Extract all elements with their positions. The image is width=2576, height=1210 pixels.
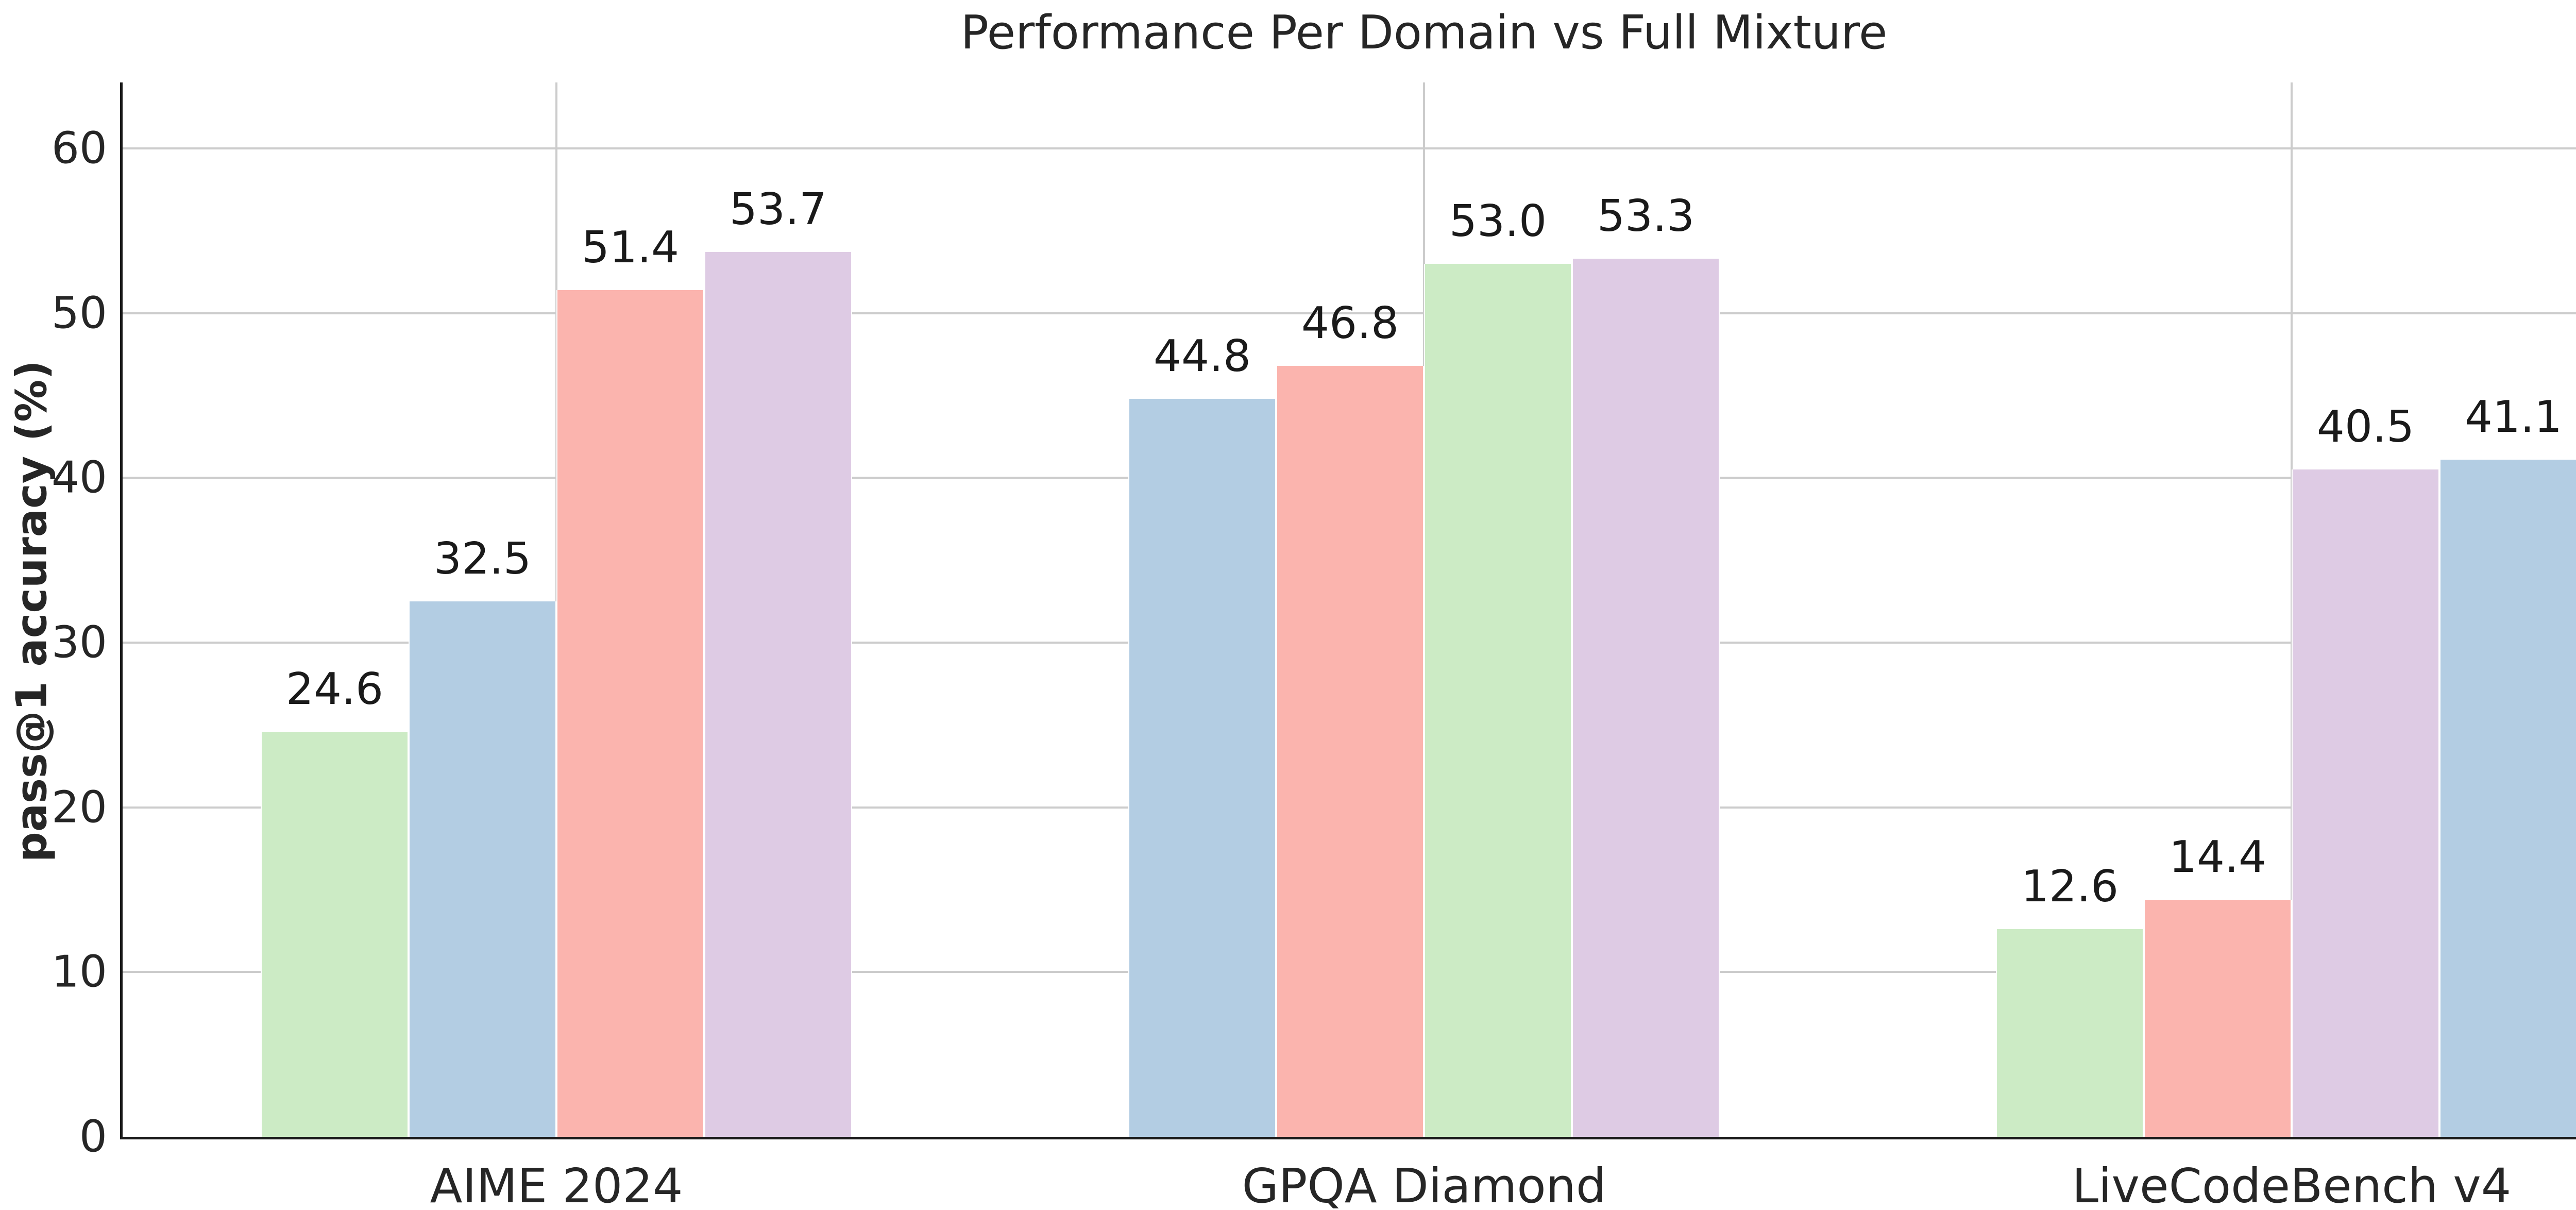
y-tick-label-60: 60: [51, 123, 107, 174]
x-tick-label-livecodebench-v4: LiveCodeBench v4: [2072, 1158, 2512, 1210]
bar-value-livecodebench-v4-mix: 40.5: [2316, 401, 2415, 453]
bar-aime-2024-mix: 53.7: [704, 188, 852, 1137]
bar-livecodebench-v4-math: 14.4: [2144, 835, 2292, 1137]
y-tick-label-40: 40: [51, 452, 107, 503]
bar-gpqa-diamond-science: 53.0: [1424, 199, 1572, 1137]
y-tick-label-20: 20: [51, 782, 107, 833]
bar-livecodebench-v4-code: 41.1: [2439, 395, 2576, 1137]
x-tick-label-gpqa-diamond: GPQA Diamond: [1242, 1158, 1606, 1210]
bar-group-gpqa-diamond: 44.8 46.8 53.0 53.3: [1128, 82, 1720, 1137]
bar-value-livecodebench-v4-science: 12.6: [2021, 861, 2119, 913]
bar-value-livecodebench-v4-math: 14.4: [2168, 831, 2267, 883]
bar-value-gpqa-diamond-code: 44.8: [1153, 330, 1251, 382]
bar-aime-2024-math: 51.4: [556, 226, 704, 1137]
y-tick-label-0: 0: [79, 1111, 107, 1163]
bar-aime-2024-science: 24.6: [261, 667, 409, 1137]
bar-value-aime-2024-science: 24.6: [285, 663, 384, 715]
bar-gpqa-diamond-math: 46.8: [1276, 301, 1424, 1137]
bar-value-livecodebench-v4-code: 41.1: [2464, 392, 2563, 443]
bar-livecodebench-v4-science: 12.6: [1996, 865, 2144, 1137]
bar-livecodebench-v4-mix: 40.5: [2292, 405, 2439, 1137]
chart-title: Performance Per Domain vs Full Mixture: [960, 6, 1888, 60]
y-tick-label-50: 50: [51, 288, 107, 339]
y-tick-label-10: 10: [51, 946, 107, 998]
y-tick-label-30: 30: [51, 617, 107, 668]
bar-gpqa-diamond-code: 44.8: [1128, 334, 1276, 1137]
plot-area: 0 10 20 30 40 50 60 24.6 32.5 51.4 53.7 AIME 2024 44…: [52, 82, 2576, 1210]
gridline-y-60: [123, 147, 2576, 149]
bar-value-gpqa-diamond-science: 53.0: [1449, 195, 1547, 247]
bar-value-gpqa-diamond-math: 46.8: [1301, 297, 1399, 349]
bar-gpqa-diamond-mix: 53.3: [1572, 194, 1720, 1137]
bar-group-aime-2024: 24.6 32.5 51.4 53.7: [261, 82, 852, 1137]
bar-value-aime-2024-math: 51.4: [581, 222, 680, 273]
y-axis-label: pass@1 accuracy (%): [7, 360, 57, 862]
bar-value-aime-2024-code: 32.5: [433, 533, 532, 585]
bar-value-gpqa-diamond-mix: 53.3: [1597, 191, 1695, 242]
x-tick-label-aime-2024: AIME 2024: [430, 1158, 683, 1210]
gridline-y-50: [123, 312, 2576, 314]
bar-group-livecodebench-v4: 12.6 14.4 40.5 41.1: [1996, 82, 2576, 1137]
bar-aime-2024-code: 32.5: [409, 537, 556, 1137]
bar-value-aime-2024-mix: 53.7: [729, 184, 827, 236]
